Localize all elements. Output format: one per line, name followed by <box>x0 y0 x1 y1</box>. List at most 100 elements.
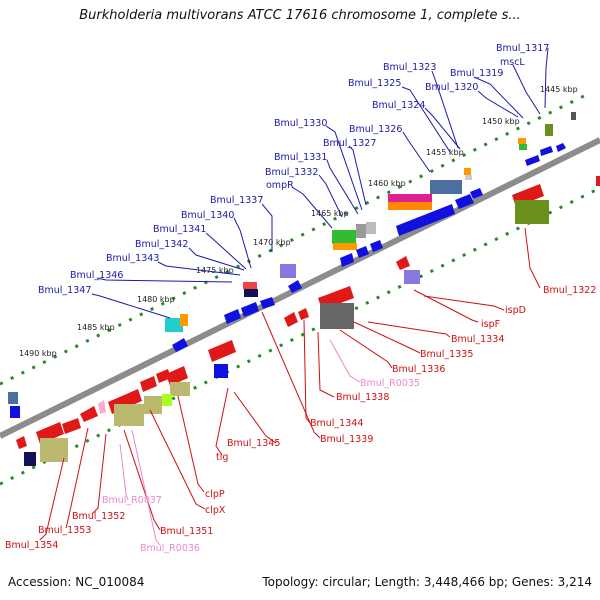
gene-arrow[interactable] <box>540 146 553 156</box>
gene-box[interactable] <box>356 224 366 238</box>
gene-label[interactable]: Bmul_1336 <box>392 364 445 375</box>
gene-label[interactable]: Bmul_1337 <box>210 195 263 206</box>
gene-arrow[interactable] <box>62 418 81 434</box>
gene-label[interactable]: Bmul_1325 <box>348 78 401 89</box>
gene-label[interactable]: mscL <box>500 57 525 68</box>
gene-box[interactable] <box>571 112 576 120</box>
gene-arrow[interactable] <box>556 143 566 152</box>
gene-arrow[interactable] <box>396 204 455 236</box>
gene-box[interactable] <box>8 392 18 404</box>
gene-arrow[interactable] <box>140 376 157 392</box>
gene-label[interactable]: Bmul_1353 <box>38 525 91 536</box>
gene-box[interactable] <box>545 124 553 136</box>
gene-box[interactable] <box>10 406 20 418</box>
gene-arrow[interactable] <box>525 155 540 166</box>
gene-label[interactable]: Bmul_1354 <box>5 540 58 551</box>
gene-arrow[interactable] <box>370 240 383 252</box>
gene-label[interactable]: Bmul_R0037 <box>102 495 162 506</box>
gene-label[interactable]: Bmul_1320 <box>425 82 478 93</box>
gene-box[interactable] <box>162 394 172 406</box>
gene-label[interactable]: Bmul_1319 <box>450 68 503 79</box>
gene-box[interactable] <box>214 364 228 378</box>
gene-box[interactable] <box>244 289 258 297</box>
gene-label[interactable]: ispD <box>505 305 526 316</box>
gene-label[interactable]: tig <box>216 452 228 463</box>
gene-box[interactable] <box>519 144 527 150</box>
gene-arrow[interactable] <box>356 246 369 258</box>
gene-label[interactable]: Bmul_1332 <box>265 167 318 178</box>
gene-arrow[interactable] <box>396 256 410 270</box>
gene-box[interactable] <box>24 452 36 466</box>
gene-arrow[interactable] <box>80 406 98 422</box>
gene-label[interactable]: Bmul_1335 <box>420 349 473 360</box>
gene-arrow[interactable] <box>470 188 483 199</box>
gene-label[interactable]: Bmul_1342 <box>135 239 188 250</box>
gene-box[interactable] <box>430 180 462 194</box>
gene-label[interactable]: Bmul_1324 <box>372 100 425 111</box>
gene-arrow[interactable] <box>284 312 298 327</box>
gene-label[interactable]: Bmul_1326 <box>349 124 402 135</box>
gene-box[interactable] <box>333 243 357 250</box>
gene-box[interactable] <box>40 438 68 462</box>
gene-box[interactable] <box>388 202 432 210</box>
gene-label[interactable]: Bmul_1330 <box>274 118 327 129</box>
gene-arrow[interactable] <box>208 340 236 362</box>
gene-arrow[interactable] <box>340 253 354 267</box>
gene-arrow[interactable] <box>16 436 27 449</box>
gene-box[interactable] <box>465 175 472 180</box>
gene-box[interactable] <box>243 282 257 289</box>
gene-label[interactable]: Bmul_1341 <box>153 224 206 235</box>
gene-label[interactable]: Bmul_R0035 <box>360 378 420 389</box>
gene-box[interactable] <box>332 230 356 244</box>
gene-label[interactable]: clpX <box>205 505 226 516</box>
gene-box[interactable] <box>388 194 432 202</box>
gene-arrow[interactable] <box>288 280 302 293</box>
gene-box[interactable] <box>170 382 190 396</box>
gene-box[interactable] <box>366 222 376 234</box>
gene-label[interactable]: Bmul_1322 <box>543 285 596 296</box>
gene-arrow[interactable] <box>166 366 188 386</box>
gene-box[interactable] <box>144 396 162 414</box>
gene-label[interactable]: Bmul_1343 <box>106 253 159 264</box>
gene-label[interactable]: Bmul_1338 <box>336 392 389 403</box>
gene-label[interactable]: Bmul_R0036 <box>140 543 200 554</box>
gene-box[interactable] <box>596 176 600 186</box>
gene-box[interactable] <box>280 264 296 278</box>
gene-arrow[interactable] <box>224 309 241 324</box>
gene-label[interactable]: Bmul_1323 <box>383 62 436 73</box>
gene-box[interactable] <box>464 168 471 175</box>
gene-arrow[interactable] <box>298 308 309 320</box>
gene-label[interactable]: Bmul_1346 <box>70 270 123 281</box>
gene-label[interactable]: Bmul_1317 <box>496 43 549 54</box>
gene-box[interactable] <box>404 270 420 284</box>
gene-box[interactable] <box>165 318 183 332</box>
gene-arrow[interactable] <box>455 194 474 209</box>
gene-label[interactable]: Bmul_1327 <box>323 138 376 149</box>
reverse-track-dots <box>0 186 600 486</box>
gene-label[interactable]: Bmul_1340 <box>181 210 234 221</box>
gene-label[interactable]: ispF <box>481 319 500 330</box>
gene-box[interactable] <box>515 200 549 224</box>
gene-label[interactable]: Bmul_1347 <box>38 285 91 296</box>
gene-box[interactable] <box>518 138 526 144</box>
gene-label[interactable]: Bmul_1344 <box>310 418 363 429</box>
forward-track-dots <box>0 91 591 386</box>
gene-label[interactable]: Bmul_1331 <box>274 152 327 163</box>
gene-box[interactable] <box>180 314 188 326</box>
gene-label[interactable]: Bmul_1351 <box>160 526 213 537</box>
gene-box[interactable] <box>320 303 354 329</box>
gene-label[interactable]: Bmul_1339 <box>320 434 373 445</box>
gene-label[interactable]: Bmul_1334 <box>451 334 504 345</box>
kbp-label: 1485 kbp <box>77 323 115 332</box>
gene-arrow[interactable] <box>156 369 171 383</box>
gene-arrow[interactable] <box>260 297 275 309</box>
gene-label[interactable]: Bmul_1352 <box>72 511 125 522</box>
gene-box[interactable] <box>114 404 144 426</box>
gene-arrow[interactable] <box>172 338 188 352</box>
gene-label[interactable]: Bmul_1345 <box>227 438 280 449</box>
gene-label[interactable]: clpP <box>205 489 225 500</box>
gene-arrow[interactable] <box>98 400 106 414</box>
gene-arrow[interactable] <box>241 302 259 317</box>
gene-label[interactable]: ompR <box>266 180 294 191</box>
